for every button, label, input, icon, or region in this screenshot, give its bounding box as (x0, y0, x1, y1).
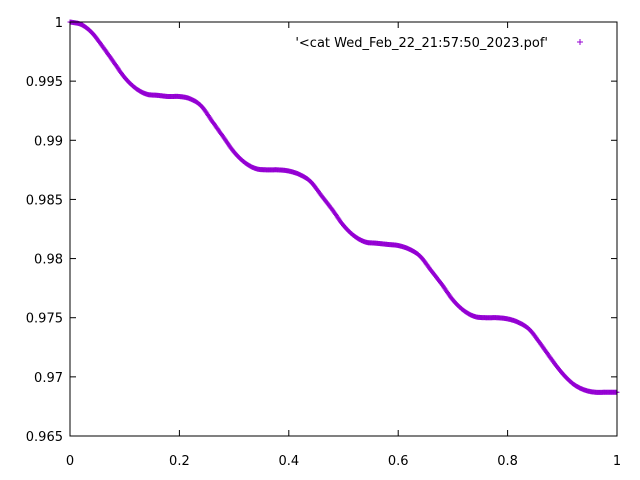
x-tick-label: 0.8 (497, 454, 518, 469)
axis-ticks: 0 0.2 0.4 0.6 0.8 1 0.965 0.97 0.975 0.98 0.985 0.9… (26, 16, 621, 469)
x-tick-label: 0.6 (388, 454, 409, 469)
legend-entry-label: '<cat Wed_Feb_22_21:57:50_2023.pof' (295, 36, 548, 51)
x-tick-label: 0 (66, 454, 74, 469)
x-tick-label: 1 (613, 454, 621, 469)
legend-entry-marker (577, 39, 583, 45)
y-tick-label: 0.965 (26, 430, 63, 445)
x-tick-label: 0.4 (278, 454, 299, 469)
y-tick-label: 0.985 (26, 193, 63, 208)
y-tick-label: 0.97 (34, 371, 63, 386)
legend-marker-plus (577, 39, 583, 45)
x-tick-label: 0.2 (169, 454, 190, 469)
legend: '<cat Wed_Feb_22_21:57:50_2023.pof' (295, 36, 583, 51)
series-0-markers (67, 19, 620, 395)
plot-frame (69, 21, 618, 437)
y-tick-label: 0.975 (26, 312, 63, 327)
y-tick-label: 0.995 (26, 75, 63, 90)
y-tick-label: 0.99 (34, 134, 63, 149)
series-points (67, 19, 620, 395)
y-tick-label: 0.98 (34, 253, 63, 268)
y-tick-label: 1 (55, 16, 63, 31)
